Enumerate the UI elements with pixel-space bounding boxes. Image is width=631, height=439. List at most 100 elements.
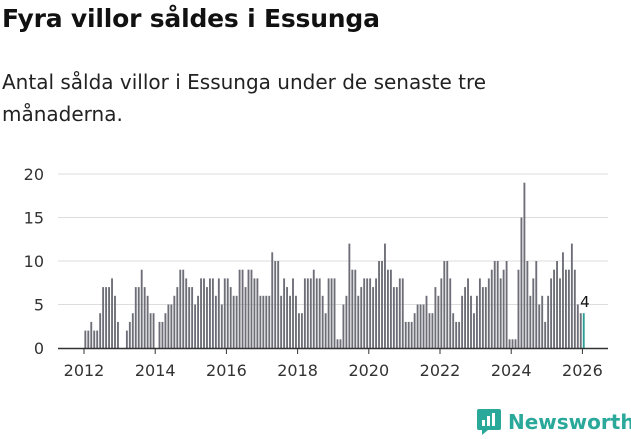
bar	[455, 321, 458, 348]
bar	[523, 182, 526, 348]
bar	[161, 321, 164, 348]
bar	[562, 252, 564, 348]
bar	[467, 278, 469, 348]
bar	[315, 278, 318, 348]
bar	[416, 304, 419, 348]
bar	[149, 313, 152, 348]
bar	[369, 278, 372, 348]
bar	[573, 269, 576, 348]
bar	[425, 295, 428, 348]
bar	[345, 295, 348, 348]
bar	[209, 278, 211, 348]
bar	[265, 295, 268, 348]
bar	[484, 287, 487, 348]
bar	[476, 295, 478, 348]
bar	[413, 313, 416, 348]
bar	[318, 278, 321, 348]
bar	[342, 304, 345, 348]
bar	[526, 261, 529, 348]
bar	[372, 287, 375, 348]
bar	[384, 243, 386, 348]
bar	[280, 295, 283, 348]
bar	[387, 269, 389, 348]
bar	[99, 313, 102, 348]
y-tick-label: 0	[34, 339, 44, 358]
y-tick-label: 15	[24, 209, 44, 228]
bar	[300, 313, 303, 348]
bar	[256, 278, 259, 348]
bar	[220, 304, 223, 348]
bar	[143, 287, 146, 348]
bar	[238, 269, 241, 348]
bar	[241, 269, 244, 348]
bar	[351, 269, 354, 348]
bar	[176, 287, 179, 348]
x-tick-label: 2024	[491, 361, 532, 380]
bar	[146, 295, 149, 348]
bar	[354, 269, 357, 348]
bar	[330, 278, 333, 348]
bar	[357, 295, 360, 348]
bar	[395, 287, 398, 348]
bar	[96, 330, 99, 348]
bar	[502, 269, 505, 348]
bar	[232, 295, 235, 348]
bar	[544, 321, 547, 348]
bar	[262, 295, 265, 348]
bar	[419, 304, 422, 348]
bar	[87, 330, 90, 348]
bar-chart: 0 5 10 15 20 2012 2014 2016 2018 2020 2022 2024 2026…	[24, 165, 608, 380]
chart-title: Fyra villor såldes i Essunga	[2, 4, 380, 33]
bar	[505, 261, 508, 348]
bar	[348, 243, 351, 348]
bar	[191, 287, 194, 348]
bar	[375, 278, 377, 348]
bar	[226, 278, 229, 348]
bar	[520, 217, 523, 348]
bar	[514, 339, 517, 348]
bar	[271, 252, 274, 348]
last-value-label: 4	[580, 293, 590, 311]
bar	[449, 278, 452, 348]
bar	[407, 321, 410, 348]
bar	[197, 295, 199, 348]
bar	[268, 295, 271, 348]
bar	[312, 269, 315, 348]
bar	[404, 321, 407, 348]
x-tick-label: 2026	[562, 361, 603, 380]
bar	[250, 269, 253, 348]
bar	[114, 295, 116, 348]
x-tick-label: 2022	[420, 361, 461, 380]
bar	[200, 278, 202, 348]
bar	[286, 287, 288, 348]
bar	[333, 278, 336, 348]
bar	[490, 269, 493, 348]
x-tick-label: 2018	[277, 361, 318, 380]
bar	[576, 304, 579, 348]
bar	[493, 261, 496, 348]
bar	[565, 269, 567, 348]
bar	[529, 295, 532, 348]
bar	[211, 278, 214, 348]
bar	[117, 321, 119, 348]
bar	[167, 304, 170, 348]
bar	[179, 269, 182, 348]
bar	[170, 304, 173, 348]
bar	[247, 269, 250, 348]
x-tick-label: 2016	[206, 361, 247, 380]
bar	[128, 321, 131, 348]
bar	[223, 278, 226, 348]
bar	[538, 304, 541, 348]
bar	[309, 278, 312, 348]
chart-subtitle: Antal sålda villor i Essunga under de se…	[2, 70, 487, 126]
bar	[203, 278, 205, 348]
bar	[535, 261, 538, 348]
bar	[277, 261, 280, 348]
x-tick-label: 2012	[64, 361, 105, 380]
bar	[570, 243, 573, 348]
bar	[363, 278, 366, 348]
bar	[458, 321, 461, 348]
bar	[422, 304, 425, 348]
bar	[152, 313, 155, 348]
bar	[235, 295, 238, 348]
